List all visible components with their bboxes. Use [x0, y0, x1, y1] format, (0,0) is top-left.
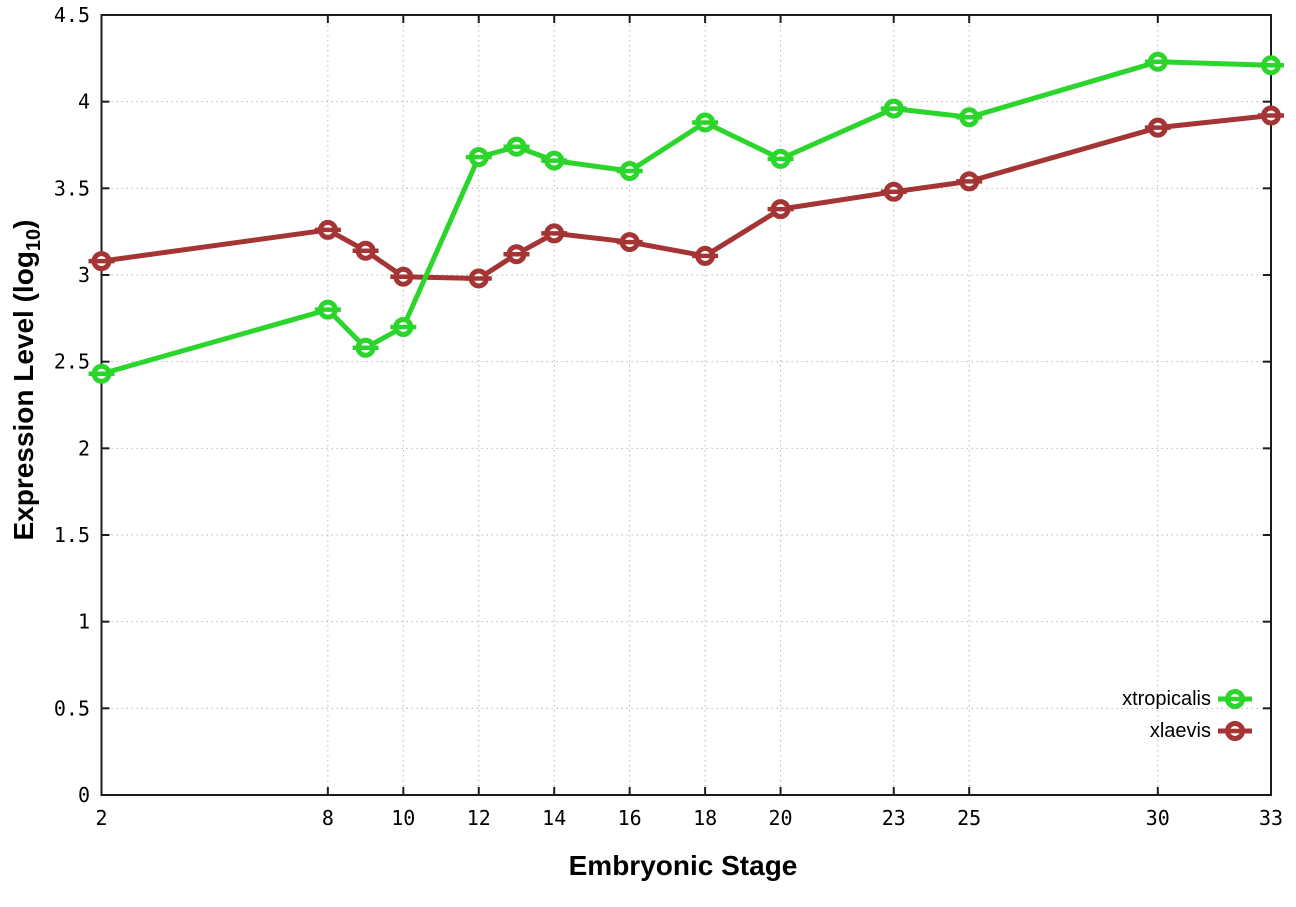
plot-border: [100, 14, 1272, 796]
series-line-xtropicalis: [100, 59, 1272, 377]
x-axis-title: Embryonic Stage: [568, 850, 798, 881]
y-tick-label: 0: [78, 783, 90, 807]
x-tick-label: 20: [769, 806, 793, 830]
legend-label: xtropicalis: [1122, 687, 1211, 710]
x-tick-label: 8: [322, 806, 334, 830]
y-tick-label: 0.5: [54, 696, 90, 720]
y-tick-label: 1.5: [54, 523, 90, 547]
y-tick-label: 3.5: [54, 176, 90, 200]
x-tick-label: 30: [1146, 806, 1170, 830]
y-axis-title: Expression Level (log10): [8, 220, 46, 541]
x-tick-label: 14: [542, 806, 566, 830]
legend: xtropicalis xlaevis: [1122, 683, 1253, 747]
y-axis-title-text: Expression Level (log: [8, 251, 40, 541]
y-tick-label: 1: [78, 610, 90, 634]
legend-marker-icon: [1218, 721, 1252, 741]
y-axis-title-close: ): [8, 219, 40, 229]
y-axis-title-subscript: 10: [22, 228, 45, 252]
y-tick-label: 2: [78, 436, 90, 460]
x-tick-label: 23: [882, 806, 906, 830]
y-tick-label: 4: [78, 90, 90, 114]
y-tick-label: 3: [78, 263, 90, 287]
legend-item-xtropicalis: xtropicalis: [1122, 683, 1253, 715]
legend-item-xlaevis: xlaevis: [1122, 715, 1253, 747]
x-tick-label: 10: [391, 806, 415, 830]
x-tick-label: 25: [957, 806, 981, 830]
x-tick-label: 12: [467, 806, 491, 830]
x-tick-label: 33: [1259, 806, 1283, 830]
legend-label: xlaevis: [1149, 719, 1211, 742]
series-line-xlaevis: [101, 113, 1272, 281]
legend-marker-icon: [1218, 689, 1252, 709]
x-tick-label: 16: [618, 806, 642, 830]
x-tick-label: 2: [95, 806, 107, 830]
y-tick-label: 2.5: [54, 350, 90, 374]
y-tick-label: 4.5: [54, 3, 90, 27]
x-tick-label: 18: [693, 806, 717, 830]
